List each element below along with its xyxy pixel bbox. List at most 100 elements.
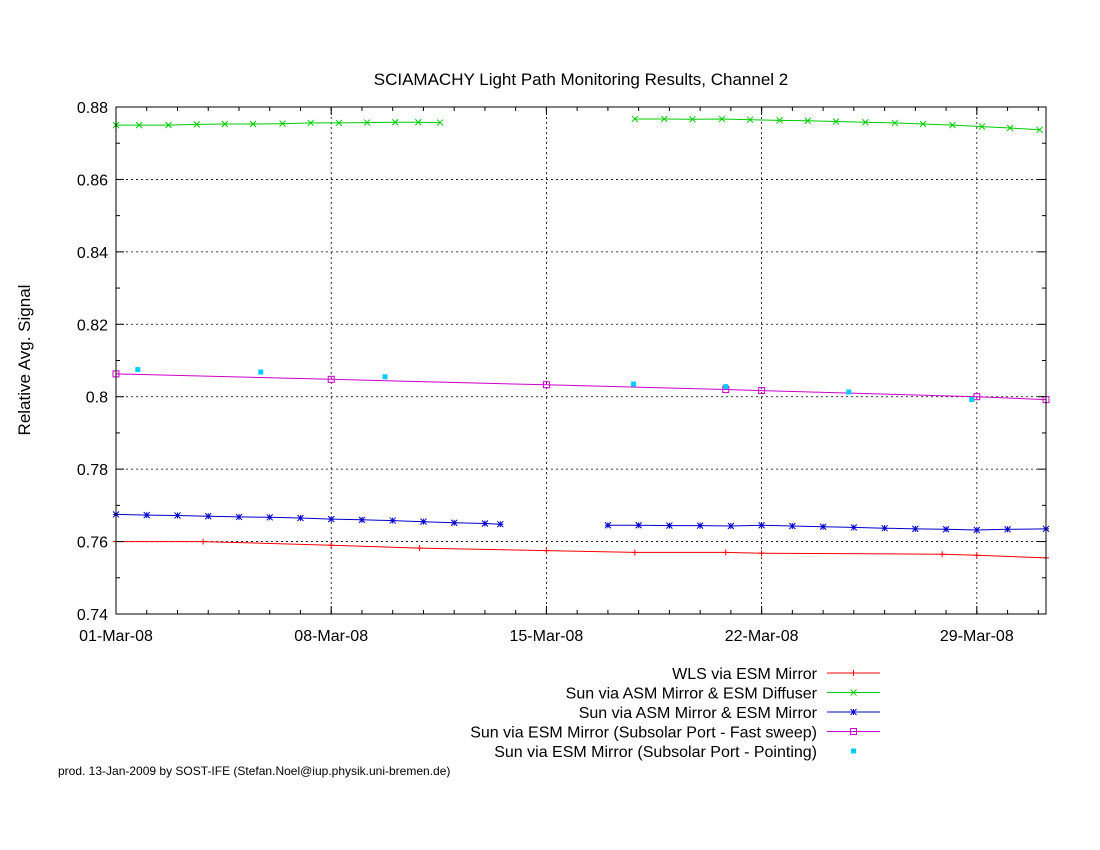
data-point: [266, 513, 274, 521]
data-point: [631, 549, 638, 556]
data-point: [846, 389, 852, 395]
x-tick-label: 08-Mar-08: [294, 628, 368, 645]
x-tick-label: 15-Mar-08: [510, 628, 584, 645]
data-point: [973, 526, 981, 534]
data-point: [911, 525, 919, 533]
data-point: [307, 119, 315, 127]
data-point: [436, 119, 444, 126]
data-point: [758, 521, 765, 529]
data-point: [249, 120, 257, 128]
legend-marker: [850, 670, 857, 676]
series-line: [115, 513, 501, 525]
data-point: [746, 116, 754, 124]
y-axis-label: Relative Avg. Signal: [15, 285, 34, 436]
data-point: [297, 514, 304, 522]
data-point: [327, 375, 335, 383]
data-point: [382, 374, 388, 380]
legend-label: WLS via ESM Mirror: [672, 666, 818, 683]
y-tick-label: 0.88: [77, 100, 108, 117]
data-point: [543, 547, 550, 554]
data-point: [631, 381, 637, 387]
data-point: [174, 512, 181, 519]
data-point: [978, 123, 986, 130]
data-point: [891, 119, 899, 127]
data-point: [221, 120, 229, 128]
y-tick-label: 0.82: [77, 317, 108, 334]
data-point: [631, 115, 639, 123]
data-point: [832, 118, 840, 125]
data-point: [1006, 124, 1014, 132]
series-2: [112, 511, 1050, 534]
data-point: [414, 118, 422, 126]
data-point: [819, 523, 827, 531]
series-0: [113, 538, 1049, 561]
data-point: [416, 545, 423, 552]
data-point: [635, 521, 642, 529]
series-4: [135, 367, 975, 403]
data-point: [804, 117, 812, 125]
data-point: [919, 120, 927, 128]
ticks: 0.74 0.76 0.78 0.8 0.82 0.84 0.86 0.88 01-Mar-08…: [77, 100, 1046, 645]
data-point: [862, 118, 869, 126]
data-point: [389, 517, 397, 524]
y-tick-label: 0.84: [77, 245, 108, 262]
data-point: [135, 367, 141, 373]
data-point: [660, 115, 668, 123]
data-point: [850, 524, 858, 531]
data-point: [696, 522, 704, 529]
data-point: [666, 522, 673, 529]
y-tick-label: 0.86: [77, 172, 108, 189]
legend-label: Sun via ASM Mirror & ESM Diffuser: [566, 686, 818, 703]
y-tick-label: 0.78: [77, 462, 108, 479]
data-point: [789, 522, 796, 530]
series-line: [607, 524, 1047, 531]
series-1: [112, 115, 1043, 134]
data-point: [328, 542, 335, 549]
data-point: [165, 121, 172, 129]
legend-label: Sun via ESM Mirror (Subsolar Port - Fast…: [470, 725, 817, 742]
legend-marker: [850, 689, 857, 696]
data-point: [973, 552, 980, 559]
data-point: [969, 397, 975, 403]
data-point: [949, 121, 956, 129]
data-point: [143, 511, 151, 519]
data-point: [496, 520, 504, 528]
legend-label: Sun via ESM Mirror (Subsolar Port - Poin…: [494, 744, 817, 761]
series-line: [115, 373, 1047, 401]
series-layer: [112, 115, 1050, 561]
series-line: [116, 541, 1047, 559]
data-point: [881, 524, 888, 532]
data-point: [335, 119, 343, 127]
data-point: [135, 121, 143, 129]
data-point: [758, 387, 766, 395]
legend-marker: [850, 728, 857, 735]
plot-frame: [115, 106, 1047, 615]
data-point: [723, 384, 729, 390]
legend: WLS via ESM Mirror Sun via ASM Mirror & E…: [470, 666, 880, 761]
x-tick-label: 29-Mar-08: [940, 628, 1014, 645]
data-point: [204, 512, 212, 520]
data-point: [973, 393, 981, 401]
x-tick-label: 01-Mar-08: [79, 628, 153, 645]
data-point: [1004, 525, 1011, 533]
data-point: [450, 519, 458, 527]
data-point: [942, 525, 950, 533]
chart-title: SCIAMACHY Light Path Monitoring Results,…: [374, 70, 789, 89]
data-point: [604, 521, 612, 529]
legend-marker: [851, 748, 856, 754]
data-point: [235, 513, 243, 521]
data-point: [542, 381, 550, 389]
series-3: [112, 370, 1050, 404]
data-point: [358, 516, 366, 524]
data-point: [689, 115, 696, 123]
y-tick-label: 0.8: [86, 390, 108, 407]
x-tick-label: 22-Mar-08: [725, 628, 799, 645]
legend-label: Sun via ASM Mirror & ESM Mirror: [579, 705, 818, 722]
data-point: [363, 119, 371, 126]
grid: [116, 107, 1046, 614]
data-point: [727, 522, 735, 530]
data-point: [327, 515, 335, 523]
series-line: [116, 121, 441, 126]
legend-marker: [850, 708, 857, 716]
